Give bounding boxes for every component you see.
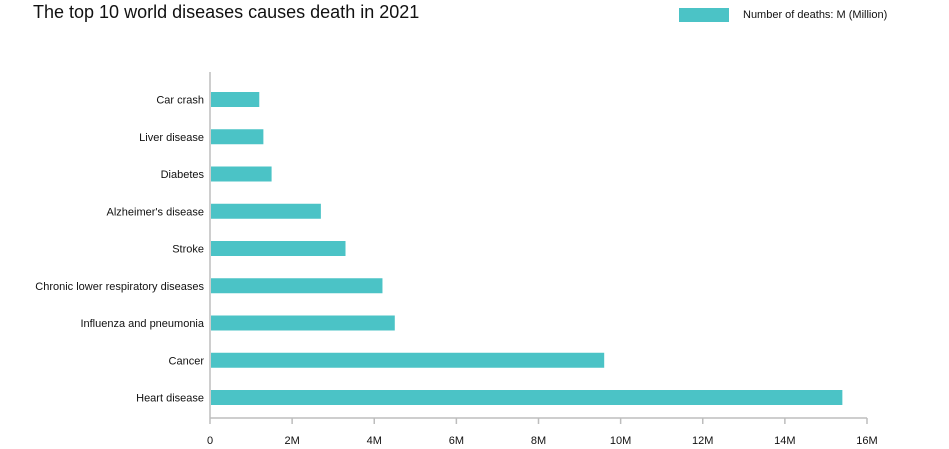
chart-title: The top 10 world diseases causes death i… bbox=[33, 2, 420, 22]
category-label: Chronic lower respiratory diseases bbox=[35, 281, 204, 293]
bar bbox=[211, 203, 321, 219]
x-tick-label: 0 bbox=[207, 435, 213, 447]
legend: Number of deaths: M (Million) bbox=[679, 8, 887, 22]
category-label: Influenza and pneumonia bbox=[80, 318, 204, 330]
legend-swatch bbox=[679, 8, 729, 22]
x-tick-label: 8M bbox=[531, 435, 546, 447]
category-label: Stroke bbox=[172, 244, 204, 256]
bar bbox=[211, 278, 383, 294]
legend-label: Number of deaths: M (Million) bbox=[743, 9, 888, 21]
x-tick-label: 16M bbox=[856, 435, 877, 447]
category-label: Cancer bbox=[169, 355, 205, 367]
bar bbox=[211, 92, 260, 107]
bar bbox=[211, 352, 605, 368]
bar bbox=[211, 166, 272, 182]
bar bbox=[211, 129, 264, 145]
x-tick-label: 6M bbox=[449, 435, 464, 447]
x-tick-label: 4M bbox=[367, 435, 382, 447]
category-label: Heart disease bbox=[136, 393, 204, 405]
bar bbox=[211, 390, 843, 405]
category-label: Alzheimer's disease bbox=[107, 206, 204, 218]
bar bbox=[211, 315, 395, 331]
category-label: Car crash bbox=[156, 95, 204, 107]
x-tick-label: 2M bbox=[284, 435, 299, 447]
x-tick-label: 12M bbox=[692, 435, 713, 447]
x-tick-label: 14M bbox=[774, 435, 795, 447]
category-label: Liver disease bbox=[139, 132, 204, 144]
x-tick-label: 10M bbox=[610, 435, 631, 447]
category-label: Diabetes bbox=[161, 169, 205, 181]
bar bbox=[211, 241, 346, 256]
